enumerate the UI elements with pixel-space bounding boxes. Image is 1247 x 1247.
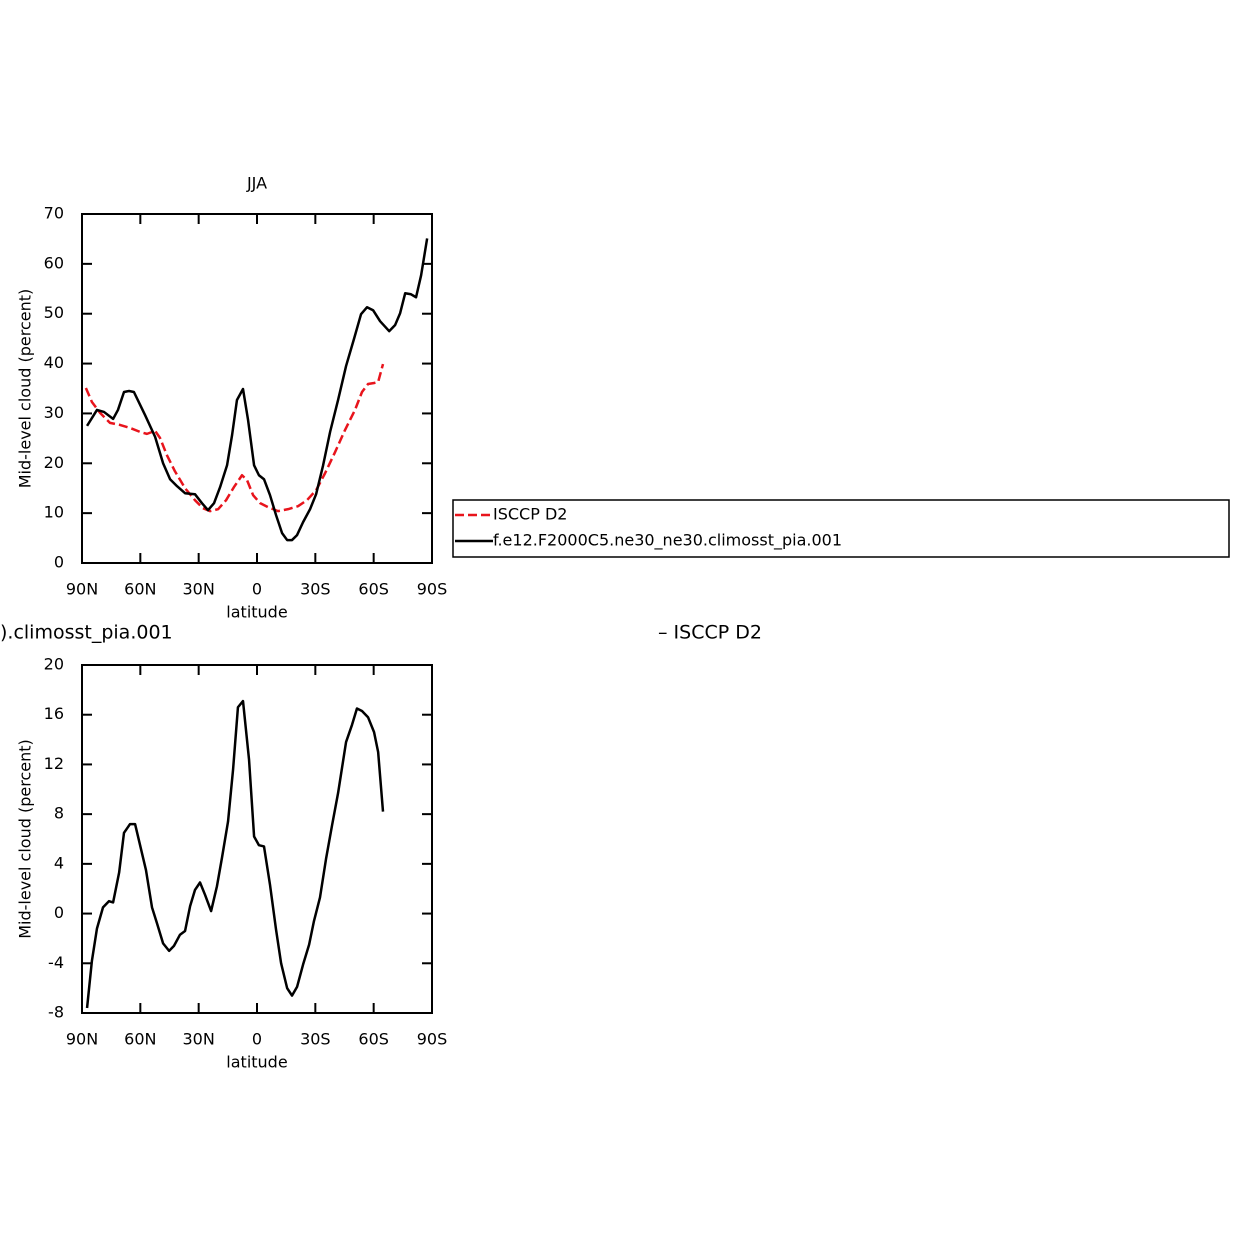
x-tick-label: 90N bbox=[66, 1030, 98, 1049]
plot-frame bbox=[81, 213, 433, 564]
x-axis-label: latitude bbox=[226, 1053, 287, 1072]
x-tick-label: 0 bbox=[252, 1030, 262, 1049]
y-tick-label: 0 bbox=[54, 903, 64, 922]
data-line bbox=[85, 699, 385, 1009]
x-tick-label: 90N bbox=[66, 580, 98, 599]
x-tick-label: 30N bbox=[183, 1030, 215, 1049]
y-tick-label: 60 bbox=[44, 253, 64, 272]
plot-frame bbox=[81, 664, 433, 1014]
y-tick-label: 16 bbox=[44, 704, 64, 723]
y-tick-label: -8 bbox=[48, 1003, 64, 1022]
right-title: – ISCCP D2 bbox=[658, 622, 762, 644]
x-tick-label: 90S bbox=[417, 580, 448, 599]
y-tick-label: -4 bbox=[48, 953, 64, 972]
y-tick-label: 20 bbox=[44, 655, 64, 674]
legend-box bbox=[452, 499, 1230, 558]
data-line bbox=[85, 238, 429, 542]
y-tick-label: 10 bbox=[44, 503, 64, 522]
y-tick-label: 40 bbox=[44, 353, 64, 372]
y-tick-label: 4 bbox=[54, 853, 64, 872]
x-axis-label: latitude bbox=[226, 603, 287, 622]
legend-label: ISCCP D2 bbox=[493, 505, 567, 524]
y-tick-label: 30 bbox=[44, 403, 64, 422]
x-tick-label: 30S bbox=[300, 580, 331, 599]
data-line bbox=[84, 363, 385, 513]
x-tick-label: 60N bbox=[124, 580, 156, 599]
x-tick-label: 0 bbox=[252, 580, 262, 599]
y-tick-label: 50 bbox=[44, 303, 64, 322]
left-title: ).climosst_pia.001 bbox=[0, 622, 173, 644]
x-tick-label: 60S bbox=[358, 580, 389, 599]
y-tick-label: 8 bbox=[54, 804, 64, 823]
x-tick-label: 30S bbox=[300, 1030, 331, 1049]
legend-label: f.e12.F2000C5.ne30_ne30.climosst_pia.001 bbox=[493, 531, 842, 551]
y-tick-label: 12 bbox=[44, 754, 64, 773]
chart-title: JJA bbox=[246, 174, 267, 193]
y-axis-label: Mid-level cloud (percent) bbox=[16, 289, 35, 489]
y-tick-label: 0 bbox=[54, 553, 64, 572]
x-tick-label: 90S bbox=[417, 1030, 448, 1049]
y-tick-label: 70 bbox=[44, 204, 64, 223]
x-tick-label: 60N bbox=[124, 1030, 156, 1049]
y-tick-label: 20 bbox=[44, 453, 64, 472]
y-axis-label: Mid-level cloud (percent) bbox=[16, 739, 35, 939]
x-tick-label: 60S bbox=[358, 1030, 389, 1049]
x-tick-label: 30N bbox=[183, 580, 215, 599]
